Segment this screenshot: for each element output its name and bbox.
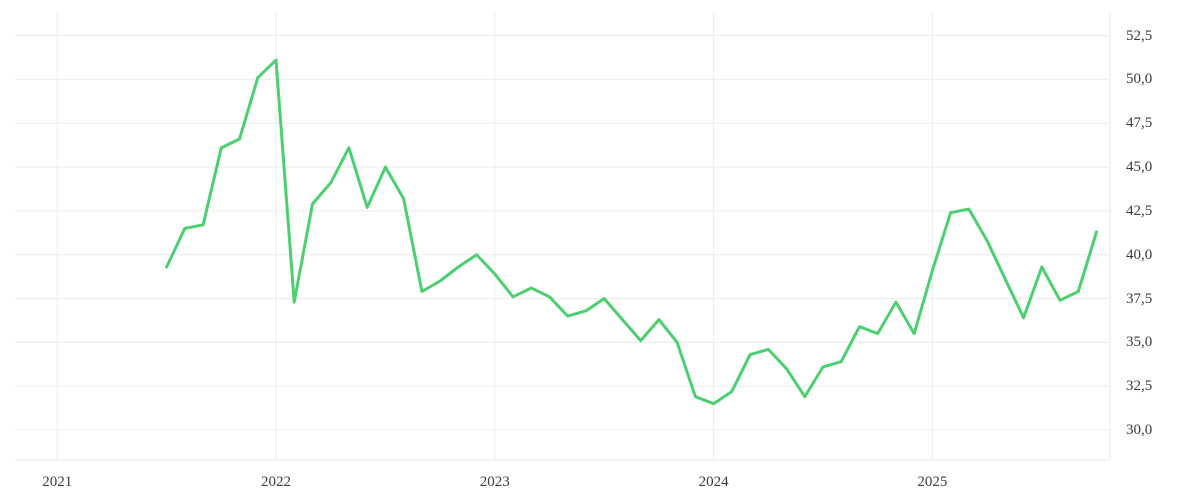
y-axis-tick-label: 42,5 [1126, 202, 1153, 219]
x-axis-tick-label: 2024 [698, 474, 729, 490]
y-axis-tick-label: 45,0 [1126, 159, 1153, 176]
y-axis-tick-label: 35,0 [1126, 334, 1153, 351]
x-axis-tick-label: 2021 [42, 474, 73, 490]
y-axis-tick-label: 52,5 [1126, 27, 1153, 44]
price-line-series [165, 58, 1098, 406]
y-axis-tick-label: 30,0 [1126, 422, 1153, 439]
x-axis-tick-label: 2023 [479, 474, 510, 490]
y-axis-tick-label: 37,5 [1126, 290, 1153, 307]
x-axis-tick-label: 2022 [261, 474, 291, 490]
y-axis-tick-label: 40,0 [1126, 246, 1153, 263]
y-axis-tick-label: 32,5 [1126, 378, 1153, 395]
y-axis-tick-label: 50,0 [1126, 71, 1153, 88]
y-axis-tick-label: 47,5 [1126, 115, 1153, 132]
x-axis-tick-label: 2025 [917, 474, 948, 490]
